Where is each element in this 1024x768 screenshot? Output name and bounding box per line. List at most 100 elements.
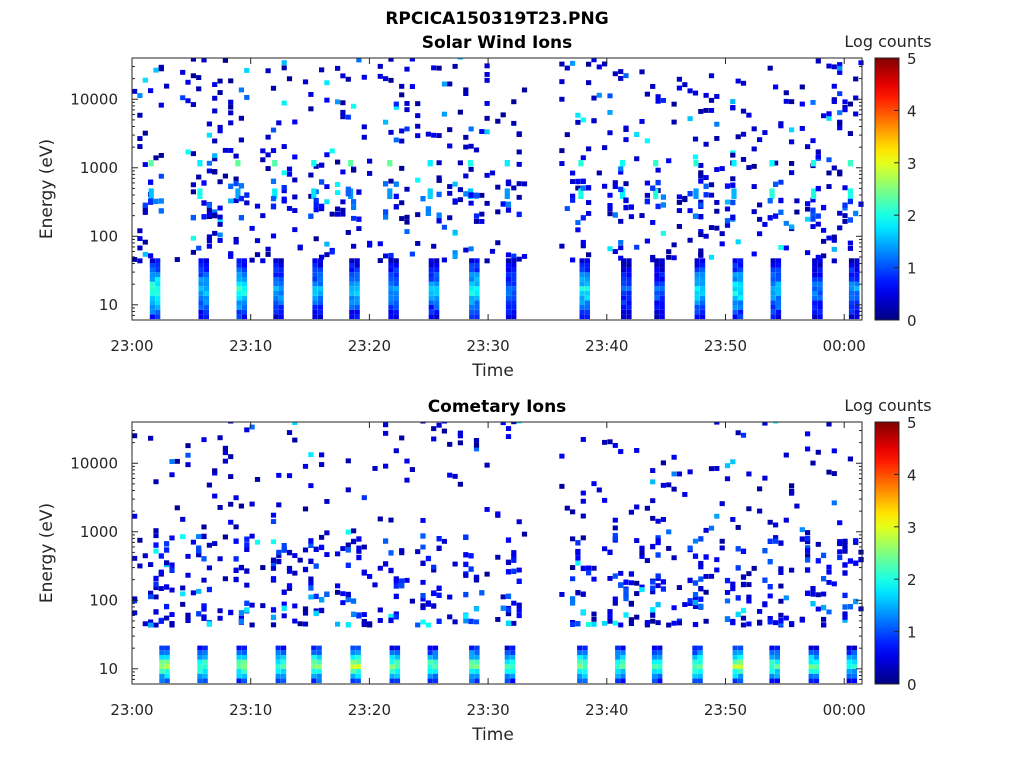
heatmap-cell — [217, 221, 223, 227]
heatmap-cell — [846, 650, 852, 655]
heatmap-cell — [639, 584, 645, 590]
heatmap-cell — [457, 160, 463, 166]
heatmap-cell — [511, 99, 517, 105]
heatmap-cell — [698, 596, 704, 602]
heatmap-cell — [516, 181, 522, 187]
heatmap-cell — [659, 258, 665, 263]
x-axis-label: Time — [471, 725, 514, 745]
colorbar-tick-label: 3 — [907, 519, 917, 537]
heatmap-cell — [238, 87, 244, 93]
heatmap-cell — [431, 436, 437, 442]
heatmap-cell — [521, 87, 528, 93]
heatmap-cell — [579, 258, 585, 263]
heatmap-cell — [628, 617, 634, 623]
heatmap-cell — [457, 109, 463, 115]
heatmap-cell — [164, 655, 170, 660]
heatmap-cell — [810, 224, 816, 229]
heatmap-cell — [377, 73, 383, 79]
heatmap-cell — [775, 309, 782, 315]
heatmap-cell — [389, 673, 395, 679]
heatmap-cell — [650, 254, 656, 260]
heatmap-cell — [431, 564, 437, 570]
heatmap-cell — [180, 591, 186, 597]
heatmap-cell — [732, 286, 738, 291]
heatmap-cell — [773, 160, 779, 166]
heatmap-cell — [377, 618, 383, 623]
heatmap-cell — [813, 655, 820, 660]
heatmap-cell — [708, 225, 715, 230]
heatmap-cell — [654, 272, 660, 277]
heatmap-cell — [826, 609, 832, 615]
heatmap-cell — [805, 547, 811, 554]
heatmap-cell — [612, 596, 618, 602]
heatmap-cell — [732, 281, 738, 287]
heatmap-cell — [311, 160, 317, 167]
heatmap-cell — [153, 533, 159, 539]
heatmap-cell — [505, 559, 512, 565]
heatmap-cell — [698, 202, 704, 208]
heatmap-cell — [623, 137, 629, 143]
heatmap-cell — [858, 60, 864, 66]
heatmap-cell — [732, 309, 738, 315]
heatmap-cell — [436, 65, 442, 71]
heatmap-cell — [817, 263, 823, 268]
heatmap-cell — [202, 664, 208, 669]
heatmap-cell — [579, 272, 585, 277]
heatmap-cell — [639, 554, 645, 559]
heatmap-cell — [676, 585, 682, 590]
heatmap-cell — [217, 238, 223, 243]
heatmap-cell — [292, 570, 298, 576]
heatmap-cell — [621, 300, 627, 305]
heatmap-cell — [467, 160, 474, 167]
heatmap-cell — [671, 486, 677, 492]
heatmap-cell — [676, 471, 682, 477]
heatmap-cell — [270, 560, 277, 567]
heatmap-cell — [770, 277, 776, 282]
heatmap-cell — [805, 557, 811, 563]
heatmap-cell — [434, 263, 440, 268]
heatmap-cell — [821, 227, 827, 233]
heatmap-cell — [516, 256, 522, 262]
heatmap-cell — [769, 659, 775, 665]
heatmap-cell — [817, 277, 823, 282]
heatmap-cell — [738, 645, 744, 651]
heatmap-cell — [495, 554, 501, 560]
heatmap-cell — [153, 479, 159, 485]
heatmap-cell — [286, 586, 293, 591]
heatmap-cell — [634, 591, 640, 596]
heatmap-cell — [235, 188, 241, 199]
heatmap-cell — [521, 181, 528, 187]
heatmap-cell — [650, 579, 656, 585]
heatmap-cell — [349, 291, 355, 296]
heatmap-cell — [361, 544, 367, 550]
heatmap-cell — [703, 183, 709, 189]
heatmap-cell — [516, 519, 522, 525]
heatmap-cell — [650, 515, 656, 521]
heatmap-cell — [767, 65, 773, 71]
heatmap-cell — [847, 456, 853, 462]
heatmap-cell — [694, 291, 700, 296]
heatmap-cell — [746, 594, 752, 600]
heatmap-cell — [137, 144, 143, 149]
heatmap-cell — [236, 650, 242, 655]
heatmap-cell — [428, 314, 434, 320]
heatmap-cell — [469, 286, 475, 291]
heatmap-cell — [319, 534, 325, 540]
heatmap-cell — [474, 664, 480, 669]
heatmap-cell — [197, 659, 203, 665]
heatmap-cell — [719, 538, 725, 544]
heatmap-cell — [452, 250, 458, 256]
heatmap-cell — [774, 659, 780, 665]
heatmap-cell — [708, 182, 715, 188]
heatmap-cell — [853, 560, 859, 566]
heatmap-cell — [778, 621, 784, 627]
heatmap-cell — [292, 208, 298, 213]
heatmap-cell — [361, 74, 367, 80]
heatmap-cell — [452, 229, 458, 235]
heatmap-cell — [159, 645, 165, 651]
heatmap-cell — [657, 669, 663, 674]
heatmap-cell — [584, 300, 590, 305]
heatmap-cell — [484, 258, 490, 264]
heatmap-cell — [612, 184, 618, 189]
